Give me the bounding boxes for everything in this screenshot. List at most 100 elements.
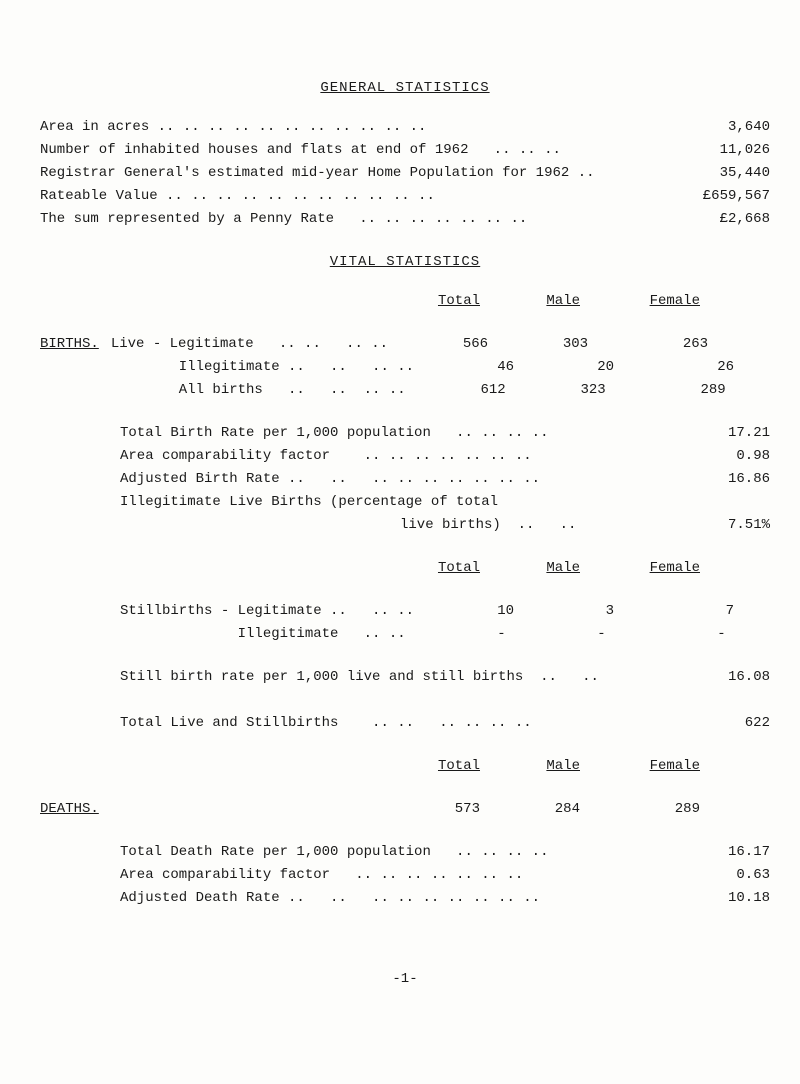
general-row: Number of inhabited houses and flats at … <box>40 140 770 161</box>
stillbirths-block: Stillbirths - Legitimate .. .. .. 10 3 7… <box>40 601 770 645</box>
page-number: -1- <box>40 969 770 990</box>
rate-row: Total Birth Rate per 1,000 population ..… <box>120 423 770 444</box>
row-label: Illegitimate .. .. .. .. <box>120 357 414 378</box>
rate-value: 0.98 <box>680 446 770 467</box>
deaths-label: DEATHS. <box>40 799 380 820</box>
blank <box>40 558 380 579</box>
row-female: 289 <box>606 380 726 401</box>
tmf-header-deaths: Total Male Female <box>40 756 770 777</box>
rate-value: 0.63 <box>680 865 770 886</box>
general-row: Rateable Value .. .. .. .. .. .. .. .. .… <box>40 186 770 207</box>
death-rates: Total Death Rate per 1,000 population ..… <box>40 842 770 909</box>
col-total: Total <box>380 756 480 777</box>
row-male: 20 <box>514 357 614 378</box>
col-male: Male <box>480 558 580 579</box>
general-label: Area in acres .. .. .. .. .. .. .. .. ..… <box>40 117 426 138</box>
general-row: Registrar General's estimated mid-year H… <box>40 163 770 184</box>
col-total: Total <box>380 291 480 312</box>
blank <box>680 492 770 513</box>
rate-row: Total Death Rate per 1,000 population ..… <box>120 842 770 863</box>
general-row: Area in acres .. .. .. .. .. .. .. .. ..… <box>40 117 770 138</box>
general-label: Rateable Value .. .. .. .. .. .. .. .. .… <box>40 186 435 207</box>
general-stats-block: Area in acres .. .. .. .. .. .. .. .. ..… <box>40 117 770 230</box>
births-section: BIRTHS. <box>40 336 99 352</box>
general-label: The sum represented by a Penny Rate .. .… <box>40 209 527 230</box>
row-label: Illegitimate .. .. <box>120 624 406 645</box>
row-total: 566 <box>388 334 488 355</box>
rate-row: Total Live and Stillbirths .. .. .. .. .… <box>120 713 770 734</box>
births-label: BIRTHS. Live - Legitimate .. .. .. .. <box>40 334 388 355</box>
general-stats-title: GENERAL STATISTICS <box>40 78 770 99</box>
rate-row: Still birth rate per 1,000 live and stil… <box>120 667 770 688</box>
rate-value: 10.18 <box>680 888 770 909</box>
births-row: All births .. .. .. .. 612 323 289 <box>40 380 770 401</box>
row-total: 46 <box>414 357 514 378</box>
rate-label: Area comparability factor .. .. .. .. ..… <box>120 446 532 467</box>
general-value: 11,026 <box>680 140 770 161</box>
illeg-label-2: live births) .. .. <box>120 515 576 536</box>
stillbirth-rates: Still birth rate per 1,000 live and stil… <box>40 667 770 734</box>
deaths-section: DEATHS. <box>40 801 99 817</box>
rate-value: 622 <box>680 713 770 734</box>
row-female: - <box>606 624 726 645</box>
col-male: Male <box>480 291 580 312</box>
rate-label: Still birth rate per 1,000 live and stil… <box>120 667 599 688</box>
rate-row: Adjusted Death Rate .. .. .. .. .. .. ..… <box>120 888 770 909</box>
rate-label: Area comparability factor .. .. .. .. ..… <box>120 865 523 886</box>
rate-value: 16.17 <box>680 842 770 863</box>
row-label: All births .. .. .. .. <box>120 380 406 401</box>
general-value: 3,640 <box>680 117 770 138</box>
col-total: Total <box>380 558 480 579</box>
row-female: 26 <box>614 357 734 378</box>
illeg-row-1: Illegitimate Live Births (percentage of … <box>120 492 770 513</box>
row-male: 303 <box>488 334 588 355</box>
births-row: Illegitimate .. .. .. .. 46 20 26 <box>40 357 770 378</box>
blank <box>40 756 380 777</box>
row-total: - <box>406 624 506 645</box>
rate-label: Total Birth Rate per 1,000 population ..… <box>120 423 548 444</box>
rate-value: 16.08 <box>680 667 770 688</box>
general-label: Number of inhabited houses and flats at … <box>40 140 561 161</box>
tmf-header: Total Male Female <box>40 291 770 312</box>
blank <box>40 291 380 312</box>
row-male: - <box>506 624 606 645</box>
rate-label: Adjusted Birth Rate .. .. .. .. .. .. ..… <box>120 469 540 490</box>
row-female: 7 <box>614 601 734 622</box>
general-value: £2,668 <box>680 209 770 230</box>
deaths-block: DEATHS. 573 284 289 <box>40 799 770 820</box>
row-total: 573 <box>380 799 480 820</box>
row-label: Stillbirths - Legitimate .. .. .. <box>120 601 414 622</box>
vital-stats-title: VITAL STATISTICS <box>40 252 770 273</box>
illeg-row-2: live births) .. .. 7.51% <box>120 515 770 536</box>
row-female: 289 <box>580 799 700 820</box>
rate-label: Total Death Rate per 1,000 population ..… <box>120 842 548 863</box>
col-female: Female <box>580 558 700 579</box>
rate-row: Adjusted Birth Rate .. .. .. .. .. .. ..… <box>120 469 770 490</box>
stillbirth-row: Illegitimate .. .. - - - <box>120 624 770 645</box>
rate-value: 17.21 <box>680 423 770 444</box>
general-row: The sum represented by a Penny Rate .. .… <box>40 209 770 230</box>
general-value: 35,440 <box>680 163 770 184</box>
births-block: BIRTHS. Live - Legitimate .. .. .. .. 566… <box>40 334 770 401</box>
row-total: 612 <box>406 380 506 401</box>
birth-rates: Total Birth Rate per 1,000 population ..… <box>40 423 770 536</box>
illeg-label-1: Illegitimate Live Births (percentage of … <box>120 492 498 513</box>
row-label: Live - Legitimate .. .. .. .. <box>111 336 388 352</box>
col-male: Male <box>480 756 580 777</box>
rate-label: Adjusted Death Rate .. .. .. .. .. .. ..… <box>120 888 540 909</box>
row-female: 263 <box>588 334 708 355</box>
row-male: 3 <box>514 601 614 622</box>
tmf-header-stillbirths: Total Male Female <box>40 558 770 579</box>
col-female: Female <box>580 291 700 312</box>
births-row: BIRTHS. Live - Legitimate .. .. .. .. 566… <box>40 334 770 355</box>
illeg-value: 7.51% <box>680 515 770 536</box>
rate-row: Area comparability factor .. .. .. .. ..… <box>120 446 770 467</box>
row-male: 284 <box>480 799 580 820</box>
row-total: 10 <box>414 601 514 622</box>
rate-row: Area comparability factor .. .. .. .. ..… <box>120 865 770 886</box>
general-label: Registrar General's estimated mid-year H… <box>40 163 595 184</box>
general-value: £659,567 <box>680 186 770 207</box>
col-female: Female <box>580 756 700 777</box>
deaths-row: DEATHS. 573 284 289 <box>40 799 770 820</box>
rate-value: 16.86 <box>680 469 770 490</box>
